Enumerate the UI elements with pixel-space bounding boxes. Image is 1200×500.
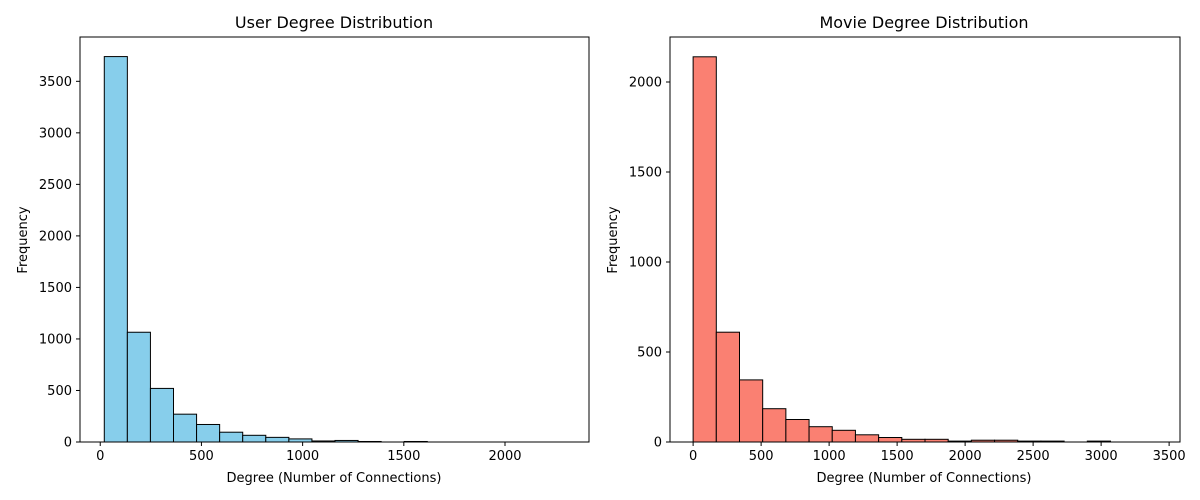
y-tick-label: 1000 <box>39 332 72 347</box>
x-tick-label: 2500 <box>1017 449 1050 464</box>
histogram-bar <box>878 437 903 443</box>
x-tick-label: 1500 <box>881 449 914 464</box>
chart-title: User Degree Distribution <box>235 13 433 32</box>
y-tick-label: 500 <box>637 346 662 361</box>
y-tick-label: 2000 <box>629 76 662 91</box>
y-axis-label: Frequency <box>606 206 621 273</box>
bars <box>692 56 1112 443</box>
histogram-bar <box>173 413 198 443</box>
plot-frame <box>79 36 590 443</box>
histogram-bar <box>738 379 764 443</box>
bars <box>103 56 428 443</box>
chart-movie-degree: Movie Degree Distribution 0 500 1000 1500 20… <box>606 13 1186 486</box>
x-tick-label: 3500 <box>1153 449 1186 464</box>
histogram-bar <box>808 426 833 443</box>
y-tick-label: 3500 <box>39 75 72 90</box>
histogram-bar <box>196 423 221 443</box>
plot-frame <box>669 36 1181 443</box>
y-tick-label: 500 <box>47 384 72 399</box>
y-ticks: 0 500 1000 1500 2000 2500 3000 3500 <box>39 75 80 451</box>
chart-user-degree: User Degree Distribution 0 500 1000 1500 200… <box>16 13 590 486</box>
x-tick-label: 2000 <box>949 449 982 464</box>
y-axis-label: Frequency <box>16 206 31 273</box>
y-tick-label: 0 <box>64 436 72 451</box>
histogram-bar <box>785 419 810 443</box>
histogram-bar <box>149 387 175 443</box>
chart-title: Movie Degree Distribution <box>819 13 1028 32</box>
x-ticks: 0 500 1000 1500 2000 2500 3000 3500 <box>689 442 1186 464</box>
histogram-bar <box>103 56 128 443</box>
x-axis-label: Degree (Number of Connections) <box>227 471 442 486</box>
histogram-bar <box>692 56 717 443</box>
histogram-bar <box>762 408 787 443</box>
x-tick-label: 1000 <box>813 449 846 464</box>
y-tick-label: 1500 <box>629 166 662 181</box>
y-tick-label: 2000 <box>39 229 72 244</box>
x-tick-label: 500 <box>189 449 214 464</box>
x-tick-label: 1000 <box>286 449 319 464</box>
x-tick-label: 1500 <box>387 449 420 464</box>
x-tick-label: 500 <box>749 449 774 464</box>
y-tick-label: 1000 <box>629 256 662 271</box>
y-tick-label: 3000 <box>39 126 72 141</box>
histogram-bar <box>854 434 880 443</box>
histogram-bar <box>715 331 740 443</box>
x-ticks: 0 500 1000 1500 2000 <box>96 442 522 464</box>
x-tick-label: 2000 <box>488 449 521 464</box>
x-tick-label: 0 <box>96 449 104 464</box>
x-axis-label: Degree (Number of Connections) <box>817 471 1032 486</box>
y-tick-label: 2500 <box>39 178 72 193</box>
histogram-bar <box>265 436 290 443</box>
x-tick-label: 3000 <box>1085 449 1118 464</box>
x-tick-label: 0 <box>689 449 697 464</box>
histogram-bar <box>242 434 267 443</box>
histogram-bar <box>831 429 856 443</box>
y-ticks: 0 500 1000 1500 2000 <box>629 76 670 451</box>
y-tick-label: 0 <box>654 436 662 451</box>
y-tick-label: 1500 <box>39 281 72 296</box>
histogram-bar <box>126 331 151 443</box>
histogram-bar <box>219 431 244 443</box>
